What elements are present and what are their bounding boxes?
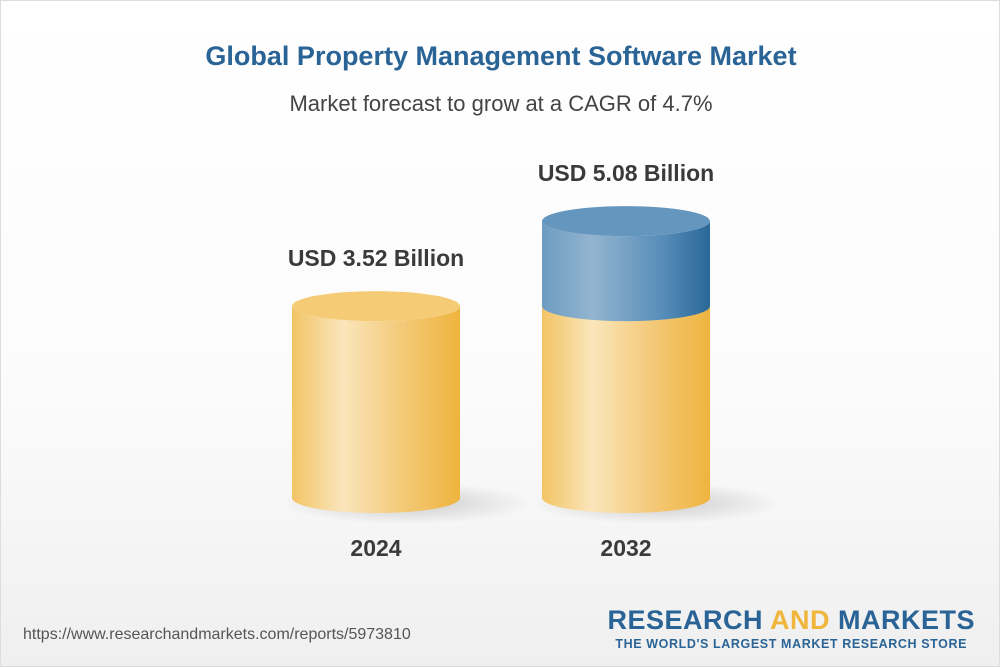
cylinder-2024-base-body [292, 306, 460, 513]
data-label: USD 3.52 Billion [288, 245, 464, 271]
cylinder-2032-base-body [542, 306, 710, 513]
category-label: 2024 [350, 535, 401, 561]
cylinder-2024-base-top [292, 291, 460, 322]
cylinder-2032-growth-top [542, 206, 710, 237]
cylinder-2032-growth-body [542, 221, 710, 322]
research-and-markets-logo: RESEARCH AND MARKETS THE WORLD'S LARGEST… [607, 605, 975, 651]
data-label: USD 5.08 Billion [538, 160, 714, 186]
chart-title: Global Property Management Software Mark… [205, 41, 797, 71]
source-url[interactable]: https://www.researchandmarkets.com/repor… [23, 626, 411, 643]
chart-subtitle: Market forecast to grow at a CAGR of 4.7… [289, 91, 713, 116]
category-label: 2032 [600, 535, 651, 561]
logo-tagline: THE WORLD'S LARGEST MARKET RESEARCH STOR… [615, 637, 968, 651]
